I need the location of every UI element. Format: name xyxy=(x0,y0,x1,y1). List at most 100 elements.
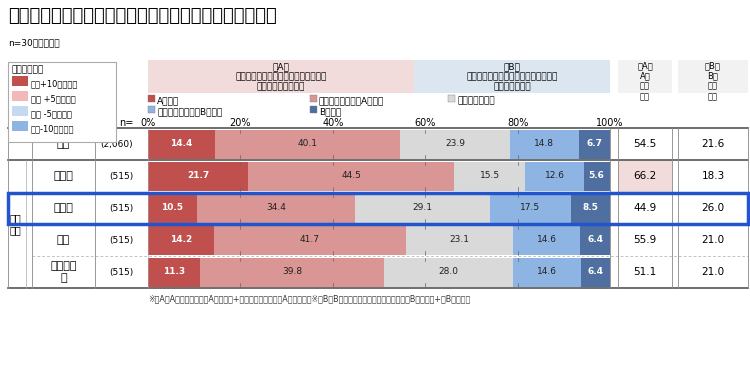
Text: (515): (515) xyxy=(109,235,133,245)
Bar xyxy=(584,161,610,191)
Bar xyxy=(384,257,514,287)
Bar xyxy=(248,161,454,191)
Text: 14.6: 14.6 xyxy=(537,268,557,277)
Text: (2,060): (2,060) xyxy=(100,139,133,149)
Bar xyxy=(148,193,196,223)
Text: n=: n= xyxy=(118,118,133,128)
Text: 全体 -5ポイント: 全体 -5ポイント xyxy=(31,109,72,118)
Text: 全体的に、楽しくコミュニケーションを取れたかどうか: 全体的に、楽しくコミュニケーションを取れたかどうか xyxy=(8,7,277,25)
Bar xyxy=(618,60,672,93)
Bar xyxy=(490,193,571,223)
Bar xyxy=(148,130,214,158)
Text: 20%: 20% xyxy=(230,118,251,128)
Text: 全体: 全体 xyxy=(57,139,70,149)
Text: 29.1: 29.1 xyxy=(413,204,433,212)
Text: 39.8: 39.8 xyxy=(282,268,302,277)
Text: 21.0: 21.0 xyxy=(701,235,724,245)
Text: 40.1: 40.1 xyxy=(297,139,317,149)
Text: 主婦: 主婦 xyxy=(57,235,70,245)
Text: 51.1: 51.1 xyxy=(633,267,657,277)
Text: 【B】
全体的に、楽しいコミュニケーション
がとれなかった: 【B】 全体的に、楽しいコミュニケーション がとれなかった xyxy=(466,62,557,92)
Bar xyxy=(310,106,316,113)
Text: 23.9: 23.9 xyxy=(445,139,465,149)
Bar xyxy=(214,226,406,254)
Text: 80%: 80% xyxy=(507,118,528,128)
Text: 26.0: 26.0 xyxy=(701,203,724,213)
Text: 【A】
全体的に、楽しくコミュニケーション
をとることができた: 【A】 全体的に、楽しくコミュニケーション をとることができた xyxy=(236,62,326,92)
Bar xyxy=(510,130,578,158)
Bar xyxy=(12,121,28,131)
Bar xyxy=(148,226,214,254)
Text: 6.7: 6.7 xyxy=(586,139,602,149)
Bar xyxy=(12,91,28,101)
Text: 21.6: 21.6 xyxy=(701,139,724,149)
Text: Aに近い: Aに近い xyxy=(157,96,179,105)
Text: 21.7: 21.7 xyxy=(187,172,209,181)
Text: 10.5: 10.5 xyxy=(161,204,183,212)
Text: 6.4: 6.4 xyxy=(587,235,603,245)
Bar xyxy=(406,226,513,254)
Text: どちらでもない: どちらでもない xyxy=(458,96,495,105)
Bar xyxy=(578,130,610,158)
Text: 14.8: 14.8 xyxy=(535,139,554,149)
Text: 100%: 100% xyxy=(596,118,624,128)
Text: 全体 +5ポイント: 全体 +5ポイント xyxy=(31,94,76,103)
Bar xyxy=(214,130,400,158)
Text: リタイア
層: リタイア 層 xyxy=(50,261,76,283)
Text: n=30以上の場合: n=30以上の場合 xyxy=(8,38,60,47)
Bar xyxy=(513,226,580,254)
Bar xyxy=(400,130,510,158)
Text: 44.9: 44.9 xyxy=(633,203,657,213)
Bar xyxy=(148,106,155,113)
Bar xyxy=(12,106,28,116)
Text: 28.0: 28.0 xyxy=(439,268,459,277)
Bar xyxy=(12,76,28,86)
Text: 8.5: 8.5 xyxy=(583,204,598,212)
Bar xyxy=(526,161,584,191)
Text: 17.5: 17.5 xyxy=(520,204,540,212)
Text: 54.5: 54.5 xyxy=(633,139,657,149)
Text: カデ
ゴリ: カデ ゴリ xyxy=(10,213,22,235)
Bar xyxy=(148,95,155,102)
Text: 14.4: 14.4 xyxy=(170,139,193,149)
Bar xyxy=(310,95,316,102)
Text: 66.2: 66.2 xyxy=(633,171,657,181)
Text: 18.3: 18.3 xyxy=(701,171,724,181)
Text: (515): (515) xyxy=(109,268,133,277)
Text: 【比率の差】: 【比率の差】 xyxy=(12,65,44,74)
Text: 44.5: 44.5 xyxy=(341,172,361,181)
Bar xyxy=(678,60,748,93)
Text: 14.2: 14.2 xyxy=(170,235,192,245)
Text: 会社員: 会社員 xyxy=(53,203,74,213)
Text: (515): (515) xyxy=(109,172,133,181)
Bar xyxy=(571,193,610,223)
Text: (515): (515) xyxy=(109,204,133,212)
Bar xyxy=(448,95,455,102)
Text: ※【A】Aに近い・計：「Aに近い」+「どちらかというとAに近い」　※【B】Bに近い・計：「どちらかというとBに近い」+「Bに近い」: ※【A】Aに近い・計：「Aに近い」+「どちらかというとAに近い」 ※【B】Bに近… xyxy=(148,294,470,303)
Text: 60%: 60% xyxy=(415,118,436,128)
Bar xyxy=(148,161,248,191)
Bar xyxy=(580,226,610,254)
Text: 0%: 0% xyxy=(140,118,156,128)
Text: 12.6: 12.6 xyxy=(544,172,565,181)
Text: 23.1: 23.1 xyxy=(449,235,470,245)
Text: 34.4: 34.4 xyxy=(266,204,286,212)
Bar xyxy=(581,257,610,287)
Text: 全体+10ポイント: 全体+10ポイント xyxy=(31,79,78,88)
Text: どちらかというとAに近い: どちらかというとAに近い xyxy=(319,96,384,105)
Bar xyxy=(148,257,200,287)
Text: 5.6: 5.6 xyxy=(589,172,604,181)
Text: 14.6: 14.6 xyxy=(537,235,556,245)
Bar xyxy=(618,160,672,192)
Bar xyxy=(200,257,384,287)
Bar xyxy=(8,62,116,142)
Text: 【A】
Aに
近い
・計: 【A】 Aに 近い ・計 xyxy=(637,61,652,101)
Text: 【B】
Bに
近い
・計: 【B】 Bに 近い ・計 xyxy=(705,61,721,101)
Bar xyxy=(196,193,356,223)
Bar xyxy=(356,193,490,223)
Text: 41.7: 41.7 xyxy=(300,235,320,245)
Text: 全体-10ポイント: 全体-10ポイント xyxy=(31,124,74,133)
Text: Bに近い: Bに近い xyxy=(319,107,341,116)
Text: 40%: 40% xyxy=(322,118,344,128)
Text: 11.3: 11.3 xyxy=(163,268,185,277)
